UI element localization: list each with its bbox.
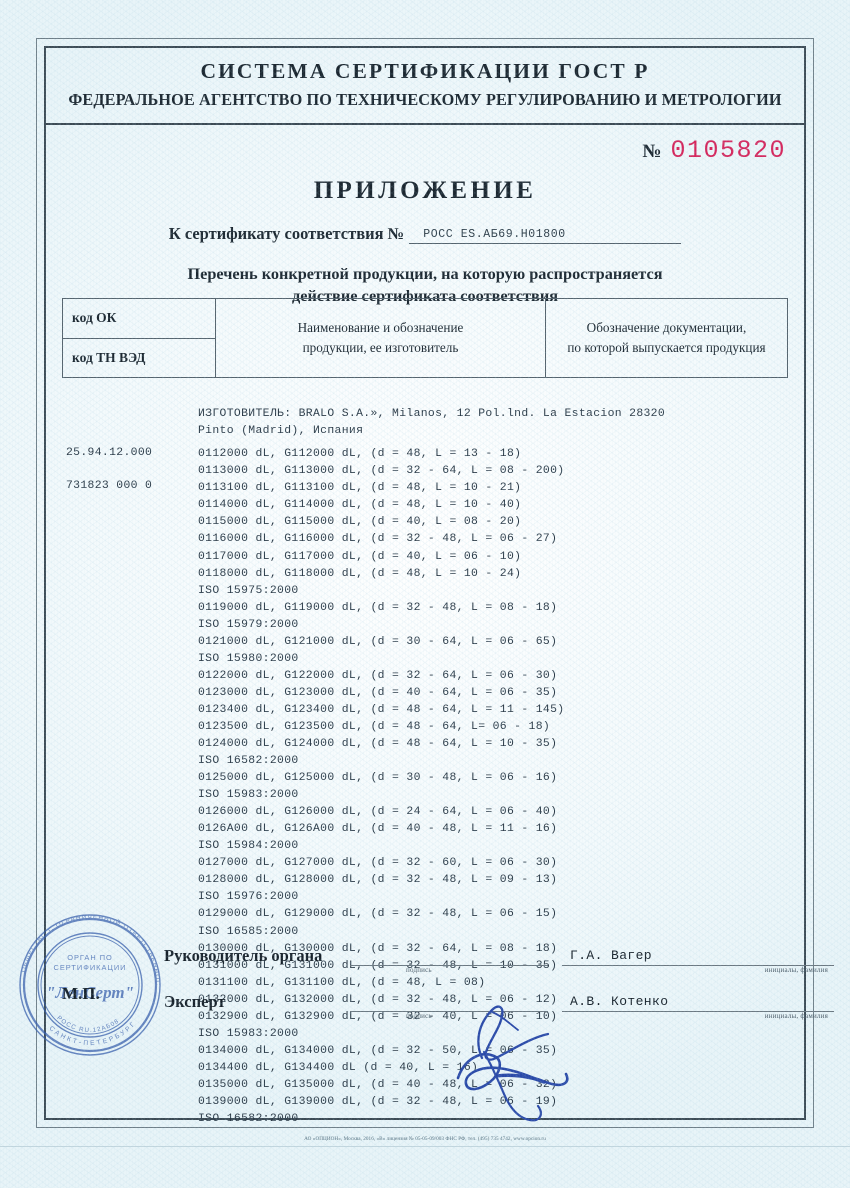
- page-title: ПРИЛОЖЕНИЕ: [313, 177, 537, 204]
- product-line: 0132900 dL, G132900 dL, (d = 32 - 40, L …: [198, 1010, 558, 1023]
- product-line: ISO 15984:2000: [198, 840, 299, 853]
- signature-row-head: Руководитель органа подпись Г.А. Вагер и…: [16, 940, 834, 986]
- subtitle-line-1: Перечень конкретной продукции, на котору…: [187, 264, 663, 283]
- product-line: 0122000 dL, G122000 dL, (d = 32 - 64, L …: [198, 669, 558, 682]
- header-documentation: Обозначение документации, по которой вып…: [546, 299, 787, 377]
- product-line: ISO 16585:2000: [198, 925, 299, 938]
- blank-number: № 0105820: [642, 136, 786, 165]
- page-frame-outer: [36, 38, 814, 1128]
- product-line: 0127000 dL, G127000 dL, (d = 32 - 60, L …: [198, 857, 558, 870]
- document-content: СИСТЕМА СЕРТИФИКАЦИИ ГОСТ Р ФЕДЕРАЛЬНОЕ …: [46, 48, 804, 1125]
- product-line: ISO 15983:2000: [198, 789, 299, 802]
- certificate-number-field: РОСС ES.АБ69.Н01800: [409, 224, 682, 244]
- product-line: 0119000 dL, G119000 dL, (d = 32 - 48, L …: [198, 601, 558, 614]
- header-documentation-text: Обозначение документации, по которой вып…: [567, 320, 766, 355]
- footer-divider: [0, 1146, 850, 1147]
- product-line: 0126000 dL, G126000 dL, (d = 24 - 64, L …: [198, 806, 558, 819]
- signature-line-head: [350, 965, 548, 966]
- certification-body-stamp: ОБЩЕСТВО С ОГРАНИЧЕННОЙ ОТВЕТСТВЕННОСТЬЮ…: [10, 905, 170, 1065]
- signature-block: Руководитель органа подпись Г.А. Вагер и…: [16, 940, 834, 1032]
- column-codes: код ОК код ТН ВЭД: [63, 299, 216, 377]
- product-line: 0117000 dL, G117000 dL, (d = 40, L = 06 …: [198, 550, 522, 563]
- header-product-name-text: Наименование и обозначение продукции, ее…: [297, 320, 464, 355]
- code-tnved-value: 731823 000 0: [66, 480, 153, 493]
- certificate-reference: К сертификату соответствия № РОСС ES.АБ6…: [46, 224, 804, 244]
- header-code-tnved: код ТН ВЭД: [72, 349, 146, 365]
- product-line: ISO 15976:2000: [198, 891, 299, 904]
- product-line: 0123000 dL, G123000 dL, (d = 40 - 64, L …: [198, 686, 558, 699]
- signature-line-expert: [350, 1011, 548, 1012]
- mp-label: М.П.: [62, 984, 100, 1003]
- subtitle-line-2: действие сертификата соответствия: [291, 286, 559, 306]
- product-line: 0134000 dL, G134000 dL, (d = 32 - 50, L …: [198, 1044, 558, 1057]
- name-caption-expert: инициалы, фамилия: [764, 1012, 828, 1020]
- product-line: 0126А00 dL, G126А00 dL, (d = 40 - 48, L …: [198, 823, 558, 836]
- product-line: 0114000 dL, G114000 dL, (d = 48, L = 10 …: [198, 499, 522, 512]
- code-ok-value: 25.94.12.000: [66, 447, 153, 460]
- product-line: 0134400 dL, G134400 dL (d = 40, L = 16): [198, 1061, 479, 1074]
- certificate-label: К сертификату соответствия №: [168, 224, 405, 243]
- signer-name-head: Г.А. Вагер: [570, 948, 653, 963]
- name-caption-head: инициалы, фамилия: [764, 966, 828, 974]
- page-frame-inner: [44, 46, 806, 1120]
- product-line: ISO 15979:2000: [198, 618, 299, 631]
- product-line: 0125000 dL, G125000 dL, (d = 30 - 48, L …: [198, 772, 558, 785]
- product-line: ISO 15980:2000: [198, 652, 299, 665]
- printer-footer: АО «ОПЦИОН», Москва, 2016, «В» лицензия …: [304, 1136, 546, 1142]
- product-line: 0131100 dL, G131100 dL, (d = 48, L = 08): [198, 976, 486, 989]
- blank-number-value: 0105820: [670, 136, 786, 165]
- svg-text:ОРГАН ПО: ОРГАН ПО: [67, 953, 113, 962]
- product-listing: ИЗГОТОВИТЕЛЬ: BRALO S.A.», Milanos, 12 P…: [62, 406, 788, 1128]
- svg-text:"ЛенСерт": "ЛенСерт": [46, 983, 134, 1002]
- product-line: 0132000 dL, G132000 dL, (d = 32 - 48, L …: [198, 993, 558, 1006]
- signature-title-head: Руководитель органа: [164, 946, 323, 965]
- signature-row-expert: Эксперт подпись А.В. Котенко инициалы, ф…: [16, 986, 834, 1032]
- signer-name-expert: А.В. Котенко: [570, 994, 669, 1009]
- product-line: 0128000 dL, G128000 dL, (d = 32 - 48, L …: [198, 874, 558, 887]
- product-line: 0115000 dL, G115000 dL, (d = 40, L = 08 …: [198, 516, 522, 529]
- side-code-column: 25.94.12.000 731823 000 0: [66, 447, 196, 492]
- product-line: 0123400 dL, G123400 dL, (d = 48 - 64, L …: [198, 703, 565, 716]
- product-line: ISO 15983:2000: [198, 1027, 299, 1040]
- header-product-name: Наименование и обозначение продукции, ее…: [216, 299, 546, 377]
- system-title: СИСТЕМА СЕРТИФИКАЦИИ ГОСТ Р: [200, 59, 650, 83]
- product-line: 0113000 dL, G113000 dL, (d = 32 - 64, L …: [198, 465, 565, 478]
- manufacturer-line-1: ИЗГОТОВИТЕЛЬ: BRALO S.A.», Milanos, 12 P…: [198, 408, 666, 420]
- agency-title: ФЕДЕРАЛЬНОЕ АГЕНТСТВО ПО ТЕХНИЧЕСКОМУ РЕ…: [68, 90, 782, 109]
- document-header: СИСТЕМА СЕРТИФИКАЦИИ ГОСТ Р ФЕДЕРАЛЬНОЕ …: [46, 48, 804, 110]
- product-line: 0123500 dL, G123500 dL, (d = 48 - 64, L=…: [198, 720, 551, 733]
- product-line: 0129000 dL, G129000 dL, (d = 32 - 48, L …: [198, 908, 558, 921]
- header-divider: [46, 123, 804, 125]
- certificate-number-value: РОСС ES.АБ69.Н01800: [423, 228, 566, 241]
- product-line: 0135000 dL, G135000 dL, (d = 40 - 48, L …: [198, 1078, 558, 1091]
- product-table-header: код ОК код ТН ВЭД Наименование и обознач…: [62, 298, 788, 378]
- product-line: 0121000 dL, G121000 dL, (d = 30 - 64, L …: [198, 635, 558, 648]
- name-line-head: [562, 965, 834, 966]
- product-line: 0130000 dL, G130000 dL, (d = 32 - 64, L …: [198, 942, 558, 955]
- product-line: 0118000 dL, G118000 dL, (d = 48, L = 10 …: [198, 567, 522, 580]
- product-rows: 25.94.12.000 731823 000 0 0112000 dL, G1…: [62, 446, 788, 1128]
- manufacturer-line-2: Pinto (Madrid), Испания: [198, 425, 364, 438]
- product-line: 0116000 dL, G116000 dL, (d = 32 - 48, L …: [198, 533, 558, 546]
- product-line: ISO 16582:2000: [198, 755, 299, 768]
- product-line: 0113100 dL, G113100 dL, (d = 48, L = 10 …: [198, 482, 522, 495]
- document-subtitle: Перечень конкретной продукции, на котору…: [46, 263, 804, 308]
- product-line: 0112000 dL, G112000 dL, (d = 48, L = 13 …: [198, 448, 522, 461]
- number-sign-label: №: [642, 141, 662, 162]
- product-line-list: 0112000 dL, G112000 dL, (d = 48, L = 13 …: [198, 446, 788, 1128]
- product-line: 0124000 dL, G124000 dL, (d = 48 - 64, L …: [198, 738, 558, 751]
- header-code-ok: код ОК: [63, 299, 215, 339]
- signature-caption-head: подпись: [406, 966, 432, 974]
- svg-text:СЕРТИФИКАЦИИ: СЕРТИФИКАЦИИ: [54, 963, 127, 972]
- signature-caption-expert: подпись: [406, 1012, 432, 1020]
- product-line: 0139000 dL, G139000 dL, (d = 32 - 48, L …: [198, 1096, 558, 1108]
- product-line: ISO 15975:2000: [198, 584, 299, 597]
- name-line-expert: [562, 1011, 834, 1012]
- product-line: ISO 16582:2000: [198, 1113, 299, 1126]
- signature-title-expert: Эксперт: [164, 992, 226, 1011]
